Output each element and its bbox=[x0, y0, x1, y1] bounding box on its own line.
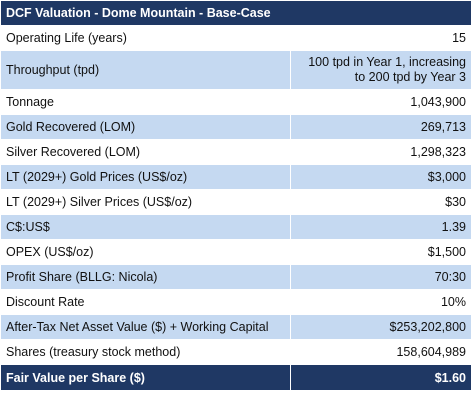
fair-value-row: Fair Value per Share ($) $1.60 bbox=[0, 364, 472, 391]
table-row: Operating Life (years) 15 bbox=[0, 25, 472, 51]
row-label: Profit Share (BLLG: Nicola) bbox=[0, 264, 291, 290]
dcf-valuation-table: DCF Valuation - Dome Mountain - Base-Cas… bbox=[0, 0, 472, 391]
table-row: After-Tax Net Asset Value ($) + Working … bbox=[0, 314, 472, 340]
row-label: Operating Life (years) bbox=[0, 25, 291, 51]
table-row: Tonnage 1,043,900 bbox=[0, 89, 472, 115]
row-value: 269,713 bbox=[290, 114, 472, 140]
fair-value-label: Fair Value per Share ($) bbox=[0, 364, 291, 391]
row-value-line-1: 100 tpd in Year 1, increasing bbox=[308, 55, 466, 69]
row-value: 1.39 bbox=[290, 214, 472, 240]
row-label: After-Tax Net Asset Value ($) + Working … bbox=[0, 314, 291, 340]
row-label: Shares (treasury stock method) bbox=[0, 339, 291, 365]
row-value: 100 tpd in Year 1, increasing to 200 tpd … bbox=[290, 50, 472, 90]
table-row: Silver Recovered (LOM) 1,298,323 bbox=[0, 139, 472, 165]
row-value-line-2: to 200 tpd by Year 3 bbox=[354, 70, 466, 84]
row-label: C$:US$ bbox=[0, 214, 291, 240]
table-title: DCF Valuation - Dome Mountain - Base-Cas… bbox=[0, 0, 472, 26]
row-value: 158,604,989 bbox=[290, 339, 472, 365]
row-value: $30 bbox=[290, 189, 472, 215]
fair-value-amount: $1.60 bbox=[290, 364, 472, 391]
row-value: $1,500 bbox=[290, 239, 472, 265]
row-label: LT (2029+) Silver Prices (US$/oz) bbox=[0, 189, 291, 215]
row-label: OPEX (US$/oz) bbox=[0, 239, 291, 265]
row-label: Throughput (tpd) bbox=[0, 50, 291, 90]
row-value: 1,298,323 bbox=[290, 139, 472, 165]
row-value: 70:30 bbox=[290, 264, 472, 290]
table-header-row: DCF Valuation - Dome Mountain - Base-Cas… bbox=[0, 0, 472, 26]
table-row: Discount Rate 10% bbox=[0, 289, 472, 315]
row-label: Tonnage bbox=[0, 89, 291, 115]
row-value: 10% bbox=[290, 289, 472, 315]
table-row: OPEX (US$/oz) $1,500 bbox=[0, 239, 472, 265]
row-label: Discount Rate bbox=[0, 289, 291, 315]
table-row: LT (2029+) Silver Prices (US$/oz) $30 bbox=[0, 189, 472, 215]
table-row: C$:US$ 1.39 bbox=[0, 214, 472, 240]
table-row: Profit Share (BLLG: Nicola) 70:30 bbox=[0, 264, 472, 290]
table-row: Shares (treasury stock method) 158,604,9… bbox=[0, 339, 472, 365]
row-value: 1,043,900 bbox=[290, 89, 472, 115]
row-label: Gold Recovered (LOM) bbox=[0, 114, 291, 140]
table-row: Gold Recovered (LOM) 269,713 bbox=[0, 114, 472, 140]
row-value: $253,202,800 bbox=[290, 314, 472, 340]
row-label: LT (2029+) Gold Prices (US$/oz) bbox=[0, 164, 291, 190]
row-value: 15 bbox=[290, 25, 472, 51]
table-row: Throughput (tpd) 100 tpd in Year 1, incr… bbox=[0, 50, 472, 90]
row-label: Silver Recovered (LOM) bbox=[0, 139, 291, 165]
row-value: $3,000 bbox=[290, 164, 472, 190]
table-row: LT (2029+) Gold Prices (US$/oz) $3,000 bbox=[0, 164, 472, 190]
